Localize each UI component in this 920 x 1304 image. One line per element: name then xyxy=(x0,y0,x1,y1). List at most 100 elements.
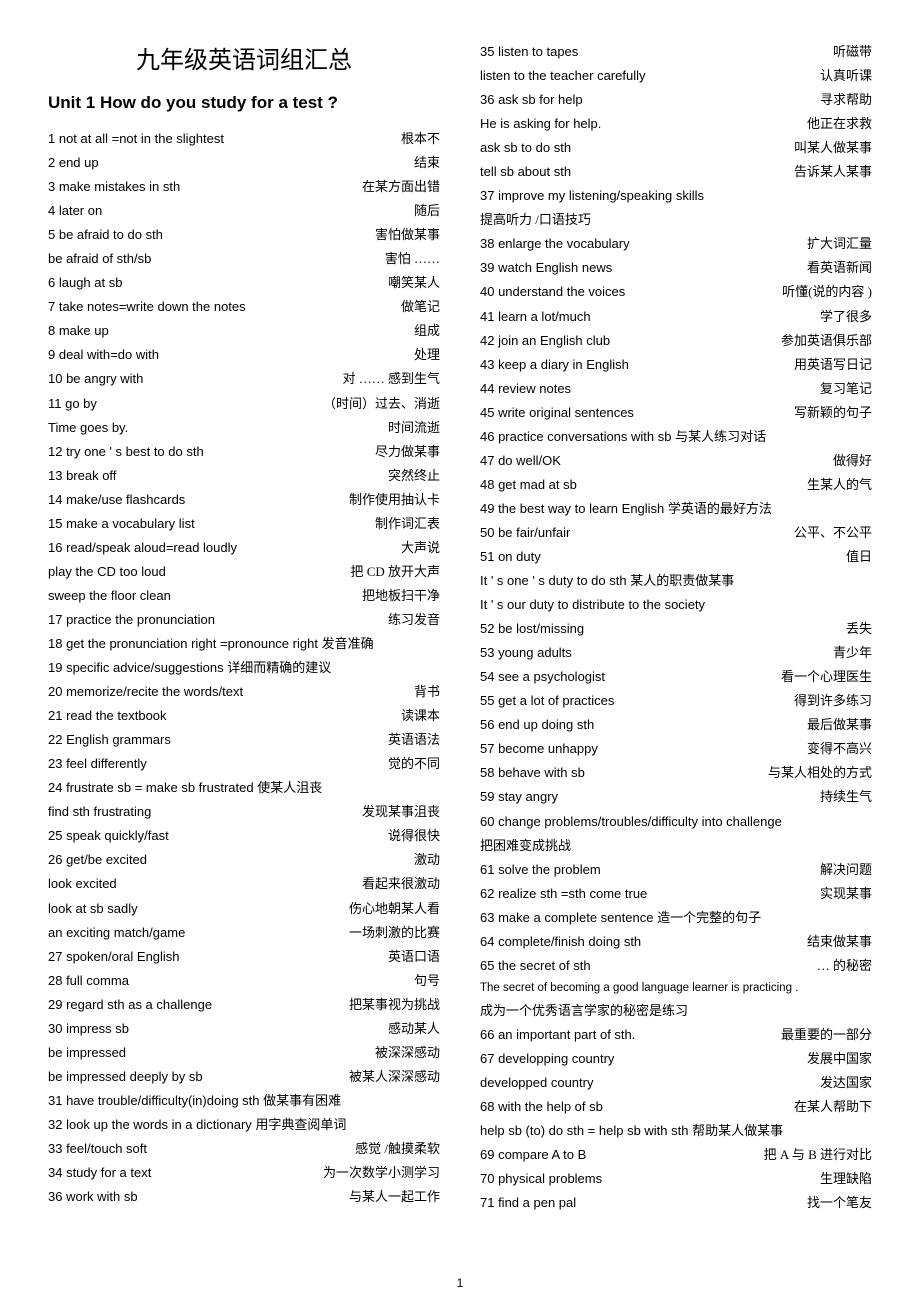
vocab-entry: 43 keep a diary in English用英语写日记 xyxy=(480,353,872,377)
entry-english: 21 read the textbook xyxy=(48,704,167,728)
vocab-entry: 40 understand the voices听懂(说的内容 ) xyxy=(480,280,872,304)
vocab-entry: 23 feel differently觉的不同 xyxy=(48,752,440,776)
entry-chinese: 背书 xyxy=(414,680,440,704)
vocab-entry: 70 physical problems生理缺陷 xyxy=(480,1167,872,1191)
vocab-entry: 63 make a complete sentence 造一个完整的句子 xyxy=(480,906,872,930)
entry-english: 26 get/be excited xyxy=(48,848,147,872)
entry-chinese: 扩大词汇量 xyxy=(807,232,872,256)
entry-chinese: 把 A 与 B 进行对比 xyxy=(764,1143,872,1167)
entry-chinese: 使某人沮丧 xyxy=(257,780,322,795)
entry-chinese: 为一次数学小测学习 xyxy=(323,1161,440,1185)
vocab-entry: 51 on duty 值日 xyxy=(480,545,872,569)
entry-chinese: 详细而精确的建议 xyxy=(227,660,331,675)
vocab-entry: 4 later on随后 xyxy=(48,199,440,223)
entry-chinese: 参加英语俱乐部 xyxy=(781,329,872,353)
entry-chinese: 被深深感动 xyxy=(375,1041,440,1065)
vocab-entry: 21 read the textbook读课本 xyxy=(48,704,440,728)
vocab-entry: 3 make mistakes in sth在某方面出错 xyxy=(48,175,440,199)
entry-chinese: 英语口语 xyxy=(388,945,440,969)
entry-chinese: 与某人相处的方式 xyxy=(768,761,872,785)
vocab-entry: be afraid of sth/sb害怕 …… xyxy=(48,247,440,271)
entry-english: developped country xyxy=(480,1071,593,1095)
entry-chinese: 用英语写日记 xyxy=(794,353,872,377)
vocab-entry: ask sb to do sth叫某人做某事 xyxy=(480,136,872,160)
entry-english: 39 watch English news xyxy=(480,256,612,280)
entry-chinese: 与某人练习对话 xyxy=(675,429,766,444)
entry-chinese: 大声说 xyxy=(401,536,440,560)
entry-chinese: 解决问题 xyxy=(820,858,872,882)
entry-chinese: 值日 xyxy=(846,545,872,569)
entry-english: 64 complete/finish doing sth xyxy=(480,930,641,954)
vocab-entry: 把困难变成挑战 xyxy=(480,834,872,858)
entry-chinese: 害怕做某事 xyxy=(375,223,440,247)
vocab-entry: 39 watch English news看英语新闻 xyxy=(480,256,872,280)
entry-english: 71 find a pen pal xyxy=(480,1191,576,1215)
entry-english: 1 not at all =not in the slightest xyxy=(48,127,224,151)
vocab-entry: 11 go by（时间）过去、消逝 xyxy=(48,392,440,416)
vocab-entry: 68 with the help of sb在某人帮助下 xyxy=(480,1095,872,1119)
entry-chinese: 对 …… 感到生气 xyxy=(342,367,440,391)
entry-english: 45 write original sentences xyxy=(480,401,634,425)
entry-english: 36 ask sb for help xyxy=(480,88,583,112)
entry-english: 44 review notes xyxy=(480,377,571,401)
entry-english: listen to the teacher carefully xyxy=(480,64,645,88)
entry-chinese: 发达国家 xyxy=(820,1071,872,1095)
entry-chinese: （时间）过去、消逝 xyxy=(323,392,440,416)
vocab-entry: 13 break off突然终止 xyxy=(48,464,440,488)
entry-english: 61 solve the problem xyxy=(480,858,601,882)
entry-english: 51 on duty xyxy=(480,545,541,569)
vocab-entry: 57 become unhappy变得不高兴 xyxy=(480,737,872,761)
entry-chinese: 持续生气 xyxy=(820,785,872,809)
vocab-entry: 58 behave with sb 与某人相处的方式 xyxy=(480,761,872,785)
vocab-entry: 44 review notes复习笔记 xyxy=(480,377,872,401)
vocab-entry: 24 frustrate sb = make sb frustrated 使某人… xyxy=(48,776,440,800)
vocab-entry: 22 English grammars英语语法 xyxy=(48,728,440,752)
vocab-entry: 52 be lost/missing丢失 xyxy=(480,617,872,641)
entry-english: sweep the floor clean xyxy=(48,584,171,608)
vocab-entry: tell sb about sth告诉某人某事 xyxy=(480,160,872,184)
vocab-entry: It ' s our duty to distribute to the soc… xyxy=(480,593,872,617)
entry-english: 20 memorize/recite the words/text xyxy=(48,680,243,704)
vocab-entry: 7 take notes=write down the notes做笔记 xyxy=(48,295,440,319)
vocab-entry: find sth frustrating发现某事沮丧 xyxy=(48,800,440,824)
entry-english: 3 make mistakes in sth xyxy=(48,175,180,199)
entry-english: 66 an important part of sth. xyxy=(480,1023,635,1047)
entry-english: 16 read/speak aloud=read loudly xyxy=(48,536,237,560)
entry-english: 7 take notes=write down the notes xyxy=(48,295,246,319)
entry-chinese: 提高听力 /口语技巧 xyxy=(480,212,591,227)
entry-chinese: 生某人的气 xyxy=(807,473,872,497)
entry-chinese: 帮助某人做某事 xyxy=(692,1123,783,1138)
entry-chinese: 把地板扫干净 xyxy=(362,584,440,608)
entry-chinese: 最后做某事 xyxy=(807,713,872,737)
entry-english: 22 English grammars xyxy=(48,728,171,752)
entry-chinese: 学了很多 xyxy=(820,305,872,329)
entry-chinese: 公平、不公平 xyxy=(794,521,872,545)
entry-chinese: 感动某人 xyxy=(388,1017,440,1041)
entry-english: 27 spoken/oral English xyxy=(48,945,180,969)
vocab-entry: 59 stay angry持续生气 xyxy=(480,785,872,809)
vocab-entry: 8 make up组成 xyxy=(48,319,440,343)
entry-english: 65 the secret of sth xyxy=(480,954,591,978)
entry-english: 35 listen to tapes xyxy=(480,40,578,64)
vocab-entry: 成为一个优秀语言学家的秘密是练习 xyxy=(480,999,872,1023)
entry-english: 23 feel differently xyxy=(48,752,147,776)
entry-english: be impressed xyxy=(48,1041,126,1065)
entry-chinese: 成为一个优秀语言学家的秘密是练习 xyxy=(480,1003,688,1018)
vocab-entry: 提高听力 /口语技巧 xyxy=(480,208,872,232)
vocab-entry: 33 feel/touch soft感觉 /触摸柔软 xyxy=(48,1137,440,1161)
entry-english: be afraid of sth/sb xyxy=(48,247,151,271)
entry-chinese: 发展中国家 xyxy=(807,1047,872,1071)
entry-english: 58 behave with sb xyxy=(480,761,585,785)
entry-chinese: 寻求帮助 xyxy=(820,88,872,112)
vocab-entry: It ' s one ' s duty to do sth 某人的职责做某事 xyxy=(480,569,872,593)
entry-chinese: 尽力做某事 xyxy=(375,440,440,464)
entry-english: look excited xyxy=(48,872,117,896)
entry-chinese: 把困难变成挑战 xyxy=(480,838,571,853)
vocab-entry: 34 study for a text为一次数学小测学习 xyxy=(48,1161,440,1185)
entry-chinese: 时间流逝 xyxy=(388,416,440,440)
entry-english: help sb (to) do sth = help sb with sth xyxy=(480,1123,688,1138)
vocab-entry: 54 see a psychologist看一个心理医生 xyxy=(480,665,872,689)
vocab-entry: 31 have trouble/difficulty(in)doing sth … xyxy=(48,1089,440,1113)
entry-english: 37 improve my listening/speaking skills xyxy=(480,188,704,203)
entry-chinese: 制作词汇表 xyxy=(375,512,440,536)
